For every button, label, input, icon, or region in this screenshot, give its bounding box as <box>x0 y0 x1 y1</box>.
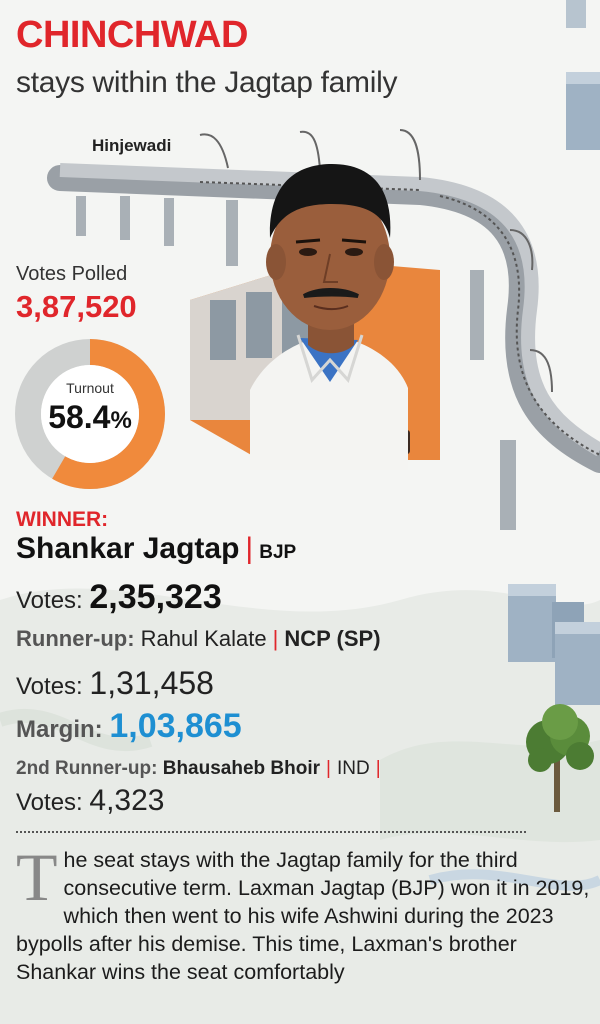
story-dropcap: T <box>16 839 58 915</box>
runner-up-votes-line: Votes: 1,31,458 <box>16 665 214 702</box>
winner-line: Shankar Jagtap | BJP <box>16 532 296 566</box>
turnout-donut <box>15 339 165 489</box>
winner-votes-line: Votes: 2,35,323 <box>16 578 222 617</box>
votes-label: Votes: <box>16 673 83 700</box>
votes-polled-value: 3,87,520 <box>16 289 137 324</box>
margin-line: Margin: 1,03,865 <box>16 707 242 746</box>
page-title: CHINCHWAD <box>16 14 248 56</box>
turnout-donut-arc <box>15 339 165 489</box>
turnout-value: 58.4% <box>10 399 170 436</box>
separator: | <box>272 626 279 651</box>
page-subtitle: stays within the Jagtap family <box>16 66 398 99</box>
runner-up-label: Runner-up: <box>16 626 135 651</box>
divider <box>16 831 526 833</box>
winner-party: BJP <box>259 542 297 563</box>
turnout-unit: % <box>110 407 132 434</box>
second-runner-up-votes: 4,323 <box>89 784 165 817</box>
winner-votes: 2,35,323 <box>89 578 222 616</box>
winner-name: Shankar Jagtap <box>16 532 240 565</box>
turnout-label: Turnout <box>66 380 114 396</box>
story-text: he seat stays with the Jagtap family for… <box>16 848 590 984</box>
building-icon <box>508 0 600 705</box>
second-runner-up-label: 2nd Runner-up: <box>16 758 158 779</box>
margin-value: 1,03,865 <box>109 707 242 745</box>
separator: | <box>245 532 254 565</box>
metro-viaduct <box>47 129 600 530</box>
second-runner-up-party: IND <box>336 758 370 779</box>
tree-icon <box>526 704 594 812</box>
winner-photo <box>190 164 440 470</box>
winner-label: WINNER: <box>16 508 109 531</box>
turnout-number: 58.4 <box>48 399 111 435</box>
margin-label: Margin: <box>16 716 103 743</box>
votes-label: Votes: <box>16 587 83 614</box>
runner-up-votes: 1,31,458 <box>89 665 214 701</box>
separator: | <box>375 758 381 779</box>
runner-up-name: Rahul Kalate <box>140 626 267 651</box>
second-runner-up-name: Bhausaheb Bhoir <box>162 758 321 779</box>
runner-up-line: Runner-up: Rahul Kalate | NCP (SP) <box>16 626 381 652</box>
votes-polled-label: Votes Polled <box>16 263 128 285</box>
votes-label: Votes: <box>16 789 83 816</box>
place-label: Hinjewadi <box>92 136 172 155</box>
second-runner-up-votes-line: Votes: 4,323 <box>16 784 164 818</box>
separator: | <box>326 758 331 779</box>
second-runner-up-line: 2nd Runner-up: Bhausaheb Bhoir | IND | <box>16 758 387 780</box>
runner-up-party: NCP (SP) <box>284 626 381 651</box>
